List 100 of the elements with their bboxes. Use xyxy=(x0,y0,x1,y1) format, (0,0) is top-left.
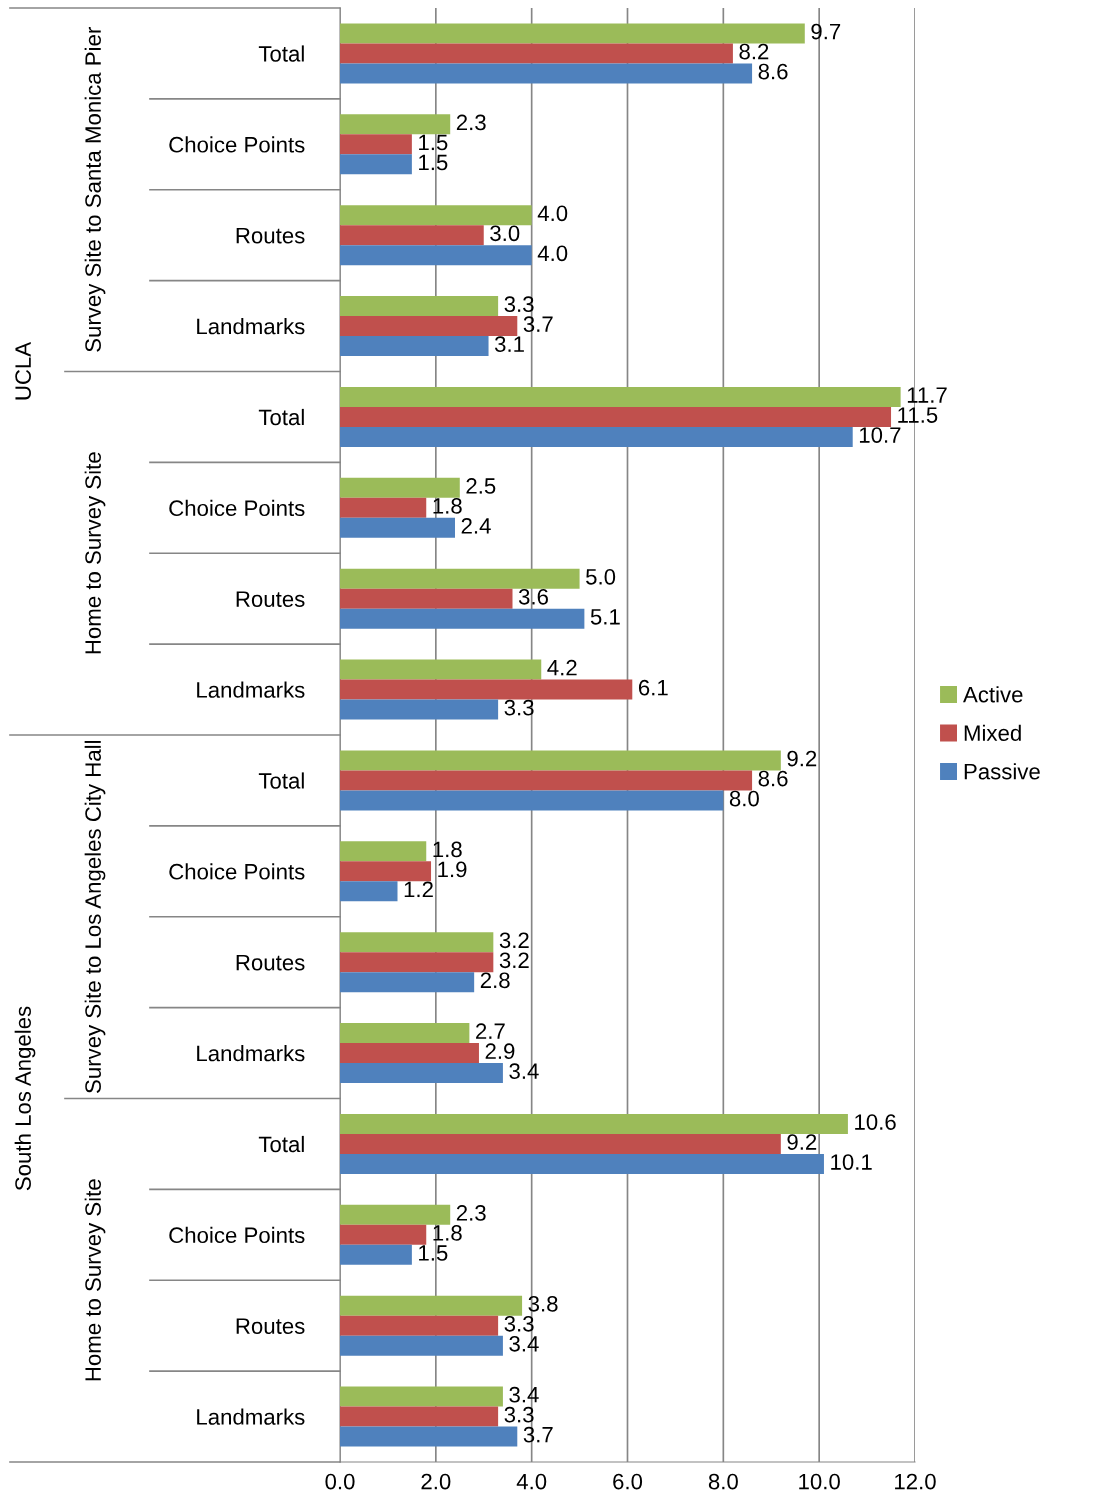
bar xyxy=(340,426,853,447)
data-label: 2.8 xyxy=(480,972,510,989)
bar xyxy=(340,1386,503,1407)
bar xyxy=(340,972,475,993)
bar xyxy=(340,336,489,357)
bar xyxy=(340,952,494,973)
data-label: 8.6 xyxy=(758,63,788,80)
text: Survey Site to Santa Monica Pier xyxy=(84,27,106,352)
y-tick-label: Routes xyxy=(236,227,305,244)
data-label: 2.3 xyxy=(456,1205,486,1221)
bar xyxy=(340,1406,499,1427)
bar xyxy=(340,517,455,538)
y-tick-label: Choice Points xyxy=(169,499,305,517)
bar xyxy=(340,1295,523,1316)
bar xyxy=(340,1113,848,1134)
x-tick-label: 0.0 xyxy=(325,1473,355,1490)
data-label: 9.2 xyxy=(787,1134,817,1150)
data-label: 3.3 xyxy=(504,1315,534,1332)
data-label: 8.0 xyxy=(729,790,759,807)
bar xyxy=(340,750,781,771)
legend-label: Active xyxy=(963,686,1023,703)
data-label: 1.8 xyxy=(433,1225,462,1241)
text: Survey Site to Los Angeles City Hall xyxy=(84,740,106,1093)
y-tick-label: Total xyxy=(258,772,304,789)
bar xyxy=(340,225,484,246)
data-label: 10.7 xyxy=(859,427,901,443)
x-tick-label: 10.0 xyxy=(799,1473,840,1490)
y-tick-label: Total xyxy=(258,408,304,426)
bar xyxy=(340,316,518,337)
bar xyxy=(340,134,412,155)
data-label: 3.8 xyxy=(528,1295,558,1312)
data-label: 1.8 xyxy=(433,498,462,514)
data-label: 11.7 xyxy=(907,387,947,403)
data-label: 4.0 xyxy=(537,205,568,222)
data-label: 3.7 xyxy=(523,1426,553,1443)
y-tick-label: Landmarks xyxy=(197,1408,305,1425)
data-label: 1.5 xyxy=(419,1245,448,1261)
x-tick-label: 6.0 xyxy=(613,1473,643,1490)
bar xyxy=(340,154,412,175)
bar xyxy=(340,1224,427,1245)
data-label: 1.5 xyxy=(419,134,448,151)
bar xyxy=(340,114,451,135)
data-label: 5.1 xyxy=(590,609,620,625)
bar xyxy=(340,497,427,518)
legend-label: Mixed xyxy=(964,724,1021,741)
data-label: 6.1 xyxy=(638,679,668,696)
data-label: 2.3 xyxy=(456,114,486,131)
y-tick-label: Choice Points xyxy=(169,863,305,880)
bar xyxy=(340,608,585,629)
y-tick-label: Total xyxy=(258,1135,304,1153)
data-label: 3.4 xyxy=(509,1063,539,1080)
data-label: 4.2 xyxy=(547,659,577,676)
x-tick-label: 4.0 xyxy=(516,1473,547,1490)
data-label: 2.4 xyxy=(461,518,491,534)
data-label: 1.2 xyxy=(404,881,433,898)
data-label: 2.5 xyxy=(466,478,496,494)
bar xyxy=(340,1204,451,1225)
data-label: 2.7 xyxy=(476,1023,505,1039)
bar xyxy=(340,1043,479,1064)
bar xyxy=(340,245,532,266)
y-tick-label: Choice Points xyxy=(169,1226,305,1244)
y-tick-label: Total xyxy=(258,45,304,62)
y-tick-label: Routes xyxy=(236,1318,305,1334)
data-label: 3.6 xyxy=(518,588,548,605)
data-label: 3.3 xyxy=(504,699,534,716)
bar xyxy=(340,1133,781,1154)
bar xyxy=(340,406,892,427)
data-label: 1.9 xyxy=(438,861,467,878)
text: Home to Survey Site xyxy=(84,1179,106,1381)
bar xyxy=(340,790,724,811)
legend-label: Passive xyxy=(964,763,1040,780)
y-tick-label: Landmarks xyxy=(197,681,305,698)
bar xyxy=(340,841,427,862)
data-label: 3.7 xyxy=(523,316,553,333)
data-label: 3.0 xyxy=(490,225,520,242)
bar xyxy=(340,568,580,589)
data-label: 3.2 xyxy=(499,932,529,949)
data-label: 1.5 xyxy=(419,154,448,171)
bar xyxy=(340,1335,503,1356)
bar xyxy=(340,1023,470,1044)
x-tick-label: 2.0 xyxy=(421,1473,451,1490)
bar xyxy=(340,770,753,791)
bar xyxy=(340,1153,824,1174)
bar xyxy=(340,296,499,317)
bar xyxy=(340,659,542,680)
data-label: 11.5 xyxy=(898,407,938,423)
bar xyxy=(340,43,733,64)
data-label: 5.0 xyxy=(586,568,616,585)
data-label: 3.3 xyxy=(504,296,534,313)
bar xyxy=(340,1244,412,1265)
bar xyxy=(340,861,432,882)
data-label: 3.1 xyxy=(494,336,524,353)
x-tick-label: 8.0 xyxy=(708,1473,738,1490)
data-label: 9.2 xyxy=(787,750,817,767)
data-label: 8.2 xyxy=(739,43,769,60)
data-label: 9.7 xyxy=(811,23,841,40)
bar xyxy=(340,881,398,902)
data-label: 10.6 xyxy=(855,1114,896,1130)
text: Home to Survey Site xyxy=(84,452,106,654)
data-label: 2.9 xyxy=(485,1043,515,1060)
